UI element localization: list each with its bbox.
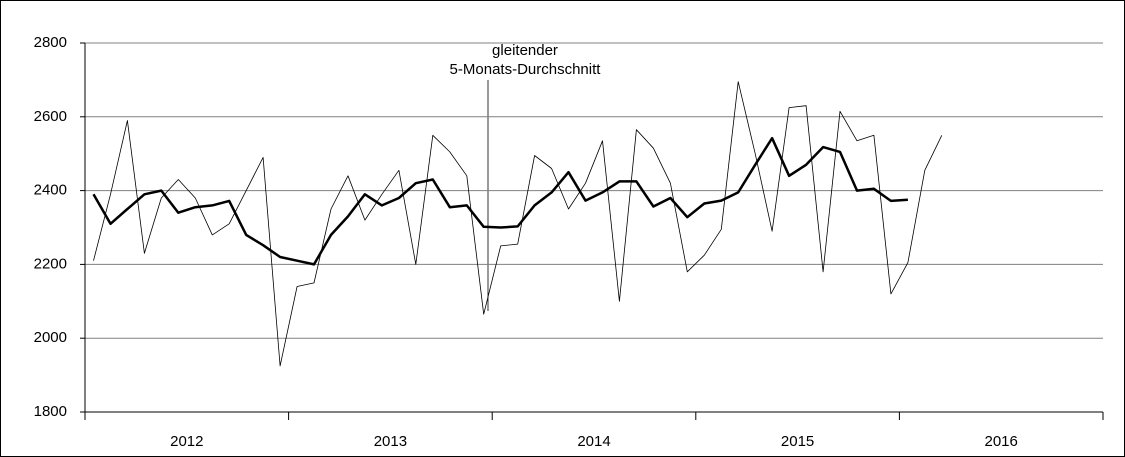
annotation-text: gleitender	[492, 42, 558, 59]
series-line	[92, 136, 908, 266]
y-tick-label: 2800	[34, 34, 67, 51]
x-tick-label: 2013	[374, 433, 407, 450]
x-tick-label: 2015	[781, 433, 814, 450]
y-tick-label: 2000	[34, 329, 67, 346]
x-tick-label: 2016	[985, 433, 1018, 450]
x-tick-label: 2014	[577, 433, 610, 450]
series-line	[93, 81, 943, 367]
y-tick-label: 2200	[34, 255, 67, 272]
y-tick-label: 2600	[34, 108, 67, 125]
y-tick-label: 2400	[34, 182, 67, 199]
x-tick-label: 2012	[170, 433, 203, 450]
y-tick-label: 1800	[34, 403, 67, 420]
annotation-text: 5-Monats-Durchschnitt	[450, 61, 602, 78]
